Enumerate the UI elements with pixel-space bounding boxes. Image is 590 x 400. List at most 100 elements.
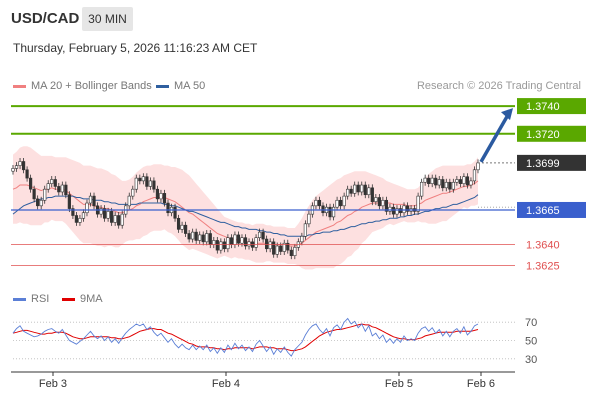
- candle-down: [356, 184, 360, 193]
- candle: [303, 220, 307, 240]
- candle-up: [113, 215, 117, 223]
- candle: [99, 205, 103, 218]
- candle-down: [166, 202, 170, 214]
- candle-up: [353, 184, 357, 194]
- candle-down: [57, 186, 61, 193]
- candle: [120, 210, 124, 229]
- candle: [465, 173, 470, 189]
- candle: [159, 189, 163, 203]
- candle-down: [229, 237, 234, 245]
- candle: [215, 236, 219, 254]
- resistance-label-box: [517, 125, 586, 142]
- candle: [282, 239, 286, 255]
- candle-down: [92, 195, 96, 207]
- candle-up: [423, 177, 427, 183]
- candle: [275, 242, 279, 258]
- candle: [226, 234, 230, 253]
- candle: [39, 196, 43, 210]
- candle-down: [117, 215, 121, 226]
- candle: [141, 173, 145, 185]
- candle: [339, 196, 343, 210]
- candle-down: [427, 177, 431, 184]
- candle: [328, 203, 332, 221]
- candle: [289, 246, 293, 260]
- candle: [272, 238, 276, 258]
- candle: [265, 235, 269, 253]
- legend-9ma: 9MA: [62, 293, 103, 305]
- candle-down: [236, 234, 241, 244]
- candle: [405, 202, 410, 215]
- candle: [32, 185, 36, 203]
- support-label: 1.3625: [526, 260, 560, 272]
- candle-up: [472, 169, 477, 182]
- candle: [134, 174, 138, 193]
- candle-up: [257, 231, 262, 238]
- candle-up: [39, 199, 43, 207]
- x-tick-label: Feb 3: [39, 378, 67, 390]
- candle: [43, 185, 47, 204]
- candle-up: [233, 234, 237, 245]
- research-credit: Research © 2026 Trading Central: [416, 80, 581, 92]
- candle: [152, 177, 156, 193]
- candle: [430, 174, 434, 188]
- candle: [138, 174, 142, 185]
- candle: [293, 243, 297, 260]
- candle: [102, 205, 107, 222]
- candle-up: [300, 235, 304, 243]
- candle-up: [462, 176, 466, 184]
- candle-down: [21, 161, 26, 171]
- candle: [286, 239, 290, 254]
- candle: [14, 162, 19, 172]
- candle-down: [36, 198, 40, 207]
- candle-down: [363, 184, 367, 196]
- candle: [21, 158, 26, 174]
- candle-down: [243, 237, 248, 247]
- candle-up: [303, 223, 307, 237]
- candle-down: [176, 217, 181, 230]
- candle: [85, 199, 89, 217]
- candle-up: [131, 188, 135, 197]
- timeframe-button[interactable]: 30 MIN: [82, 7, 133, 31]
- candle-down: [53, 179, 57, 187]
- candle: [441, 176, 445, 192]
- candle-down: [155, 188, 160, 200]
- candle: [60, 181, 64, 196]
- candle: [145, 173, 149, 190]
- candle-up: [374, 197, 378, 202]
- candle: [18, 158, 22, 170]
- candle-down: [441, 179, 445, 189]
- candle: [381, 196, 385, 210]
- candle: [307, 210, 311, 228]
- candle-up: [268, 241, 272, 250]
- price-levels: 1.3740 1.3720 1.3699 1.3665 1.3640 1.3625: [11, 98, 586, 272]
- candle: [88, 192, 93, 207]
- candle-up: [293, 247, 297, 256]
- candle: [363, 181, 367, 199]
- candle: [349, 185, 353, 197]
- candle: [155, 185, 160, 203]
- current-label-box: [517, 154, 586, 171]
- candle: [388, 203, 392, 215]
- candle: [222, 238, 226, 253]
- ma50-label: MA 50: [174, 80, 206, 92]
- candle: [219, 238, 223, 254]
- timestamp: Thursday, February 5, 2026 11:16:23 AM C…: [13, 41, 258, 55]
- legend-ma50: MA 50: [156, 80, 205, 92]
- candle-up: [191, 231, 195, 240]
- candle-down: [377, 197, 381, 207]
- candle-up: [60, 184, 64, 193]
- candles: [11, 158, 480, 260]
- candle-up: [360, 184, 364, 193]
- candle: [205, 230, 209, 246]
- rsi-panel: 70 50 30: [12, 317, 537, 366]
- candle: [191, 228, 195, 243]
- candle: [198, 231, 202, 244]
- candle-down: [398, 208, 403, 214]
- candle-down: [173, 206, 177, 219]
- candle-down: [201, 234, 205, 243]
- candle-down: [110, 211, 114, 223]
- candle-down: [289, 249, 293, 256]
- candle: [427, 174, 431, 188]
- candle: [462, 173, 466, 188]
